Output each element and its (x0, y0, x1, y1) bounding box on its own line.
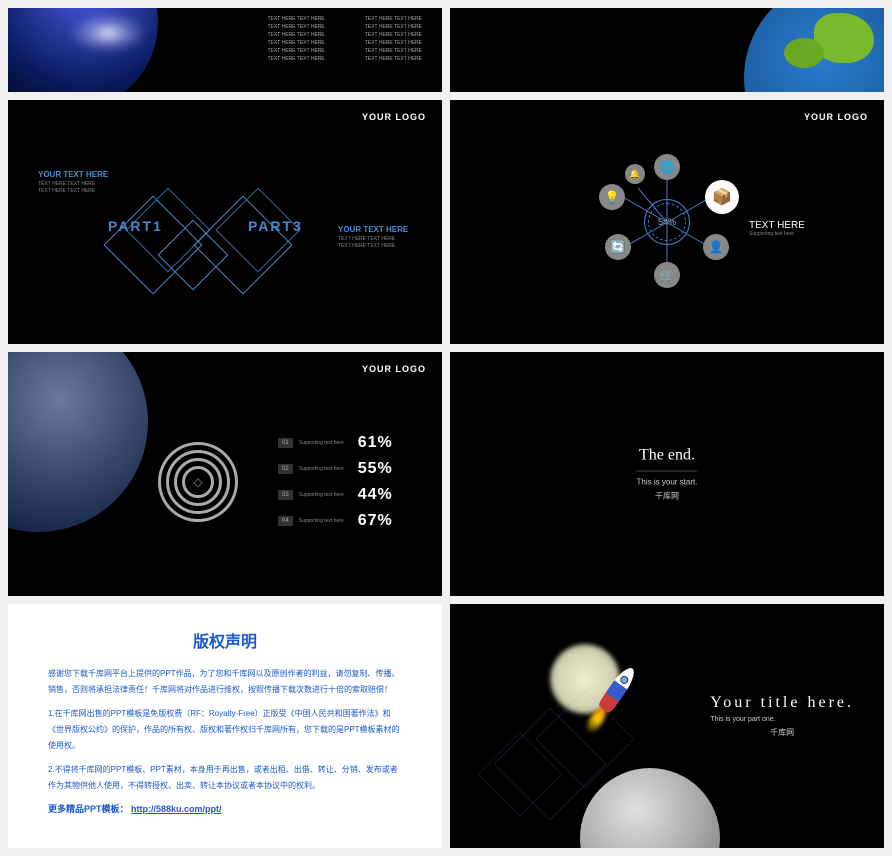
copyright-para: 感谢您下载千库网平台上提供的PPT作品，为了您和千库网以及原创作者的利益，请勿复… (48, 666, 402, 698)
slide-8-rocket: Your title here. This is your part one. … (450, 604, 884, 848)
stat-label: Supporting text here (299, 466, 344, 472)
end-subtitle: This is your start. (637, 478, 698, 487)
text-block: YOUR TEXT HERE TEXT HERE TEXT HERE TEXT … (38, 170, 108, 195)
copyright-title: 版权声明 (48, 628, 402, 652)
text-line: TEXT HERE TEXT HERE (268, 24, 325, 30)
slide-subtitle: This is your part one. (710, 716, 854, 723)
moon-graphic (580, 768, 720, 848)
more-label: 更多精品PPT模板： (48, 804, 129, 814)
brand-text: 千库网 (710, 727, 854, 738)
text-line: TEXT HERE TEXT HERE (268, 32, 325, 38)
cart-icon: 🛒 (654, 262, 680, 288)
block-sub: TEXT HERE TEXT HERE (38, 188, 108, 195)
bulb-icon: 💡 (599, 184, 625, 210)
text-line: TEXT HERE TEXT HERE (268, 16, 325, 22)
end-title: The end. (637, 447, 698, 472)
spoke-line (667, 173, 668, 223)
stat-row: 02 Supporting text here 55% (278, 460, 393, 478)
more-templates: 更多精品PPT模板： http://588ku.com/ppt/ (48, 802, 402, 815)
part-label: PART3 (248, 218, 303, 234)
part-label: PART1 (108, 218, 163, 234)
copyright-para: 1.在千库网出售的PPT模板是免版权费（RF：Royalty-Free）正版受《… (48, 706, 402, 754)
refresh-icon: 🔄 (605, 234, 631, 260)
box-icon: 📦 (705, 180, 739, 214)
rocket-window (619, 675, 630, 686)
text-line: TEXT HERE TEXT HERE (365, 56, 422, 62)
logo-text: YOUR LOGO (804, 112, 868, 122)
stat-percent: 44% (358, 486, 393, 504)
block-sub: TEXT HERE TEXT HERE (338, 243, 408, 250)
stat-row: 04 Supporting text here 67% (278, 512, 393, 530)
text-line: TEXT HERE TEXT HERE (268, 40, 325, 46)
concentric-rings: ◇ (158, 442, 238, 522)
end-text-block: The end. This is your start. 千库网 (637, 447, 698, 502)
stat-num: 02 (278, 464, 293, 474)
slide-7-copyright: 版权声明 感谢您下载千库网平台上提供的PPT作品，为了您和千库网以及原创作者的利… (8, 604, 442, 848)
logo-text: YOUR LOGO (362, 112, 426, 122)
landmass (784, 38, 824, 68)
text-line: TEXT HERE TEXT HERE (268, 48, 325, 54)
text-line: TEXT HERE TEXT HERE (268, 56, 325, 62)
text-line: TEXT HERE TEXT HERE (365, 16, 422, 22)
globe-icon: 🌐 (654, 154, 680, 180)
slide-1-earth-text: TEXT HERE TEXT HERE TEXT HERE TEXT HERE … (8, 8, 442, 92)
slide-4-hub-diagram: YOUR LOGO 54% 🌐 📦 👤 🛒 🔄 💡 🔔 TEXT HERE Su… (450, 100, 884, 344)
slide-6-the-end: The end. This is your start. 千库网 (450, 352, 884, 596)
label-sub: Supporting text here (749, 231, 805, 237)
text-line: TEXT HERE TEXT HERE (365, 32, 422, 38)
brand-text: 千库网 (637, 491, 698, 502)
block-title: YOUR TEXT HERE (338, 225, 408, 234)
stat-percent: 67% (358, 512, 393, 530)
stat-percent: 61% (358, 434, 393, 452)
text-line: TEXT HERE TEXT HERE (365, 24, 422, 30)
slides-grid: TEXT HERE TEXT HERE TEXT HERE TEXT HERE … (8, 8, 884, 848)
slide-title: Your title here. (710, 694, 854, 712)
text-columns: TEXT HERE TEXT HERE TEXT HERE TEXT HERE … (268, 16, 423, 62)
slide-2-green-earth (450, 8, 884, 92)
stat-row: 03 Supporting text here 44% (278, 486, 393, 504)
block-sub: TEXT HERE TEXT HERE (338, 236, 408, 243)
block-sub: TEXT HERE TEXT HERE (38, 181, 108, 188)
stat-num: 01 (278, 438, 293, 448)
planet-graphic (8, 352, 148, 532)
bell-icon: 🔔 (625, 164, 645, 184)
text-line: TEXT HERE TEXT HERE (365, 40, 422, 46)
stat-num: 03 (278, 490, 293, 500)
slide-5-planet-stats: YOUR LOGO ◇ 01 Supporting text here 61% … (8, 352, 442, 596)
stat-label: Supporting text here (299, 518, 344, 524)
user-icon: 👤 (703, 234, 729, 260)
title-block: Your title here. This is your part one. … (710, 694, 854, 738)
stat-percent: 55% (358, 460, 393, 478)
copyright-para: 2.不得将千库网的PPT模板、PPT素材，本身用于再出售，或者出租、出借、转让、… (48, 762, 402, 794)
copyright-content: 版权声明 感谢您下载千库网平台上提供的PPT作品，为了您和千库网以及原创作者的利… (8, 604, 442, 839)
text-line: TEXT HERE TEXT HERE (365, 48, 422, 54)
cube-icon: ◇ (193, 475, 202, 489)
slide-3-diamonds: YOUR LOGO YOUR TEXT HERE TEXT HERE TEXT … (8, 100, 442, 344)
stat-row: 01 Supporting text here 61% (278, 434, 393, 452)
text-block: YOUR TEXT HERE TEXT HERE TEXT HERE TEXT … (338, 225, 408, 250)
block-title: YOUR TEXT HERE (38, 170, 108, 179)
more-link[interactable]: http://588ku.com/ppt/ (131, 804, 222, 814)
logo-text: YOUR LOGO (362, 364, 426, 374)
stat-num: 04 (278, 516, 293, 526)
stat-label: Supporting text here (299, 492, 344, 498)
earth-glow (68, 13, 148, 53)
stat-label: Supporting text here (299, 440, 344, 446)
diagram-label: TEXT HERE Supporting text here (749, 220, 805, 237)
label-title: TEXT HERE (749, 220, 805, 231)
